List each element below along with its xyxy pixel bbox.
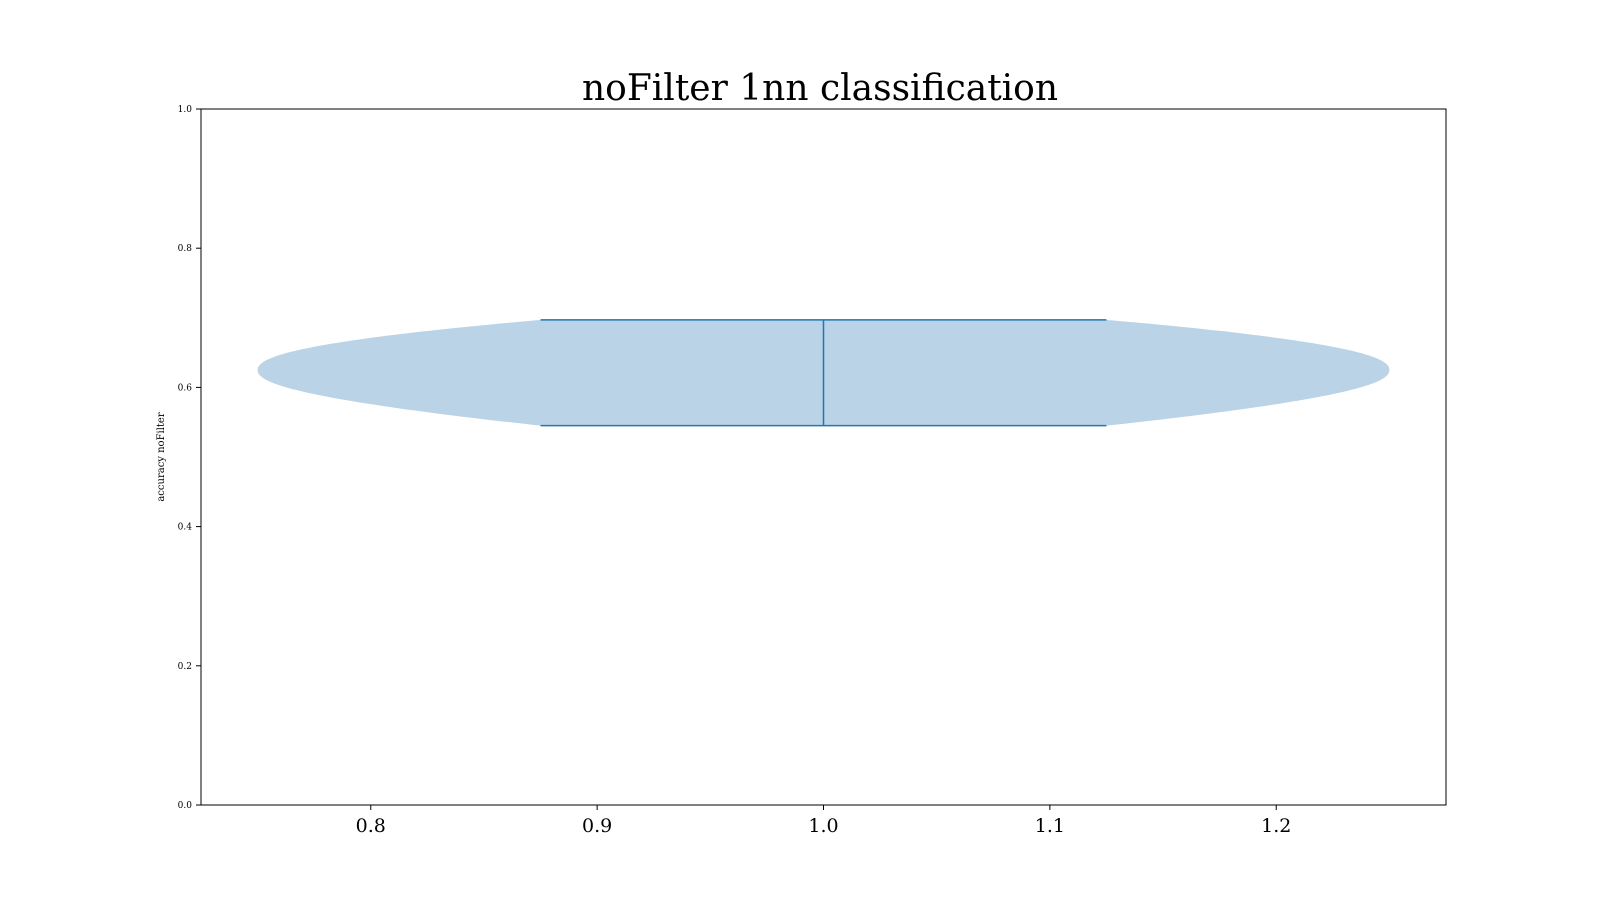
x-axis: 0.8 0.9 1.0 1.1 1.2 [356,805,1291,837]
y-axis: 0.0 0.2 0.4 0.6 0.8 1.0 [178,105,201,811]
x-tick-label: 1.2 [1261,815,1291,837]
x-tick-label: 1.1 [1035,815,1065,837]
y-tick-label: 0.0 [178,801,193,811]
plot-area [257,319,1390,427]
y-tick-label: 0.2 [178,662,192,672]
y-tick-label: 0.8 [178,244,193,254]
y-tick-label: 0.6 [178,383,193,393]
x-tick-label: 1.0 [808,815,838,837]
y-tick-label: 0.4 [178,523,193,533]
x-tick-label: 0.9 [582,815,612,837]
axes-frame [200,108,1447,806]
y-axis-label: accuracy noFilter [156,412,167,502]
y-tick-label: 1.0 [178,105,193,115]
chart-title: noFilter 1nn classification [582,68,1058,109]
x-tick-label: 0.8 [356,815,386,837]
